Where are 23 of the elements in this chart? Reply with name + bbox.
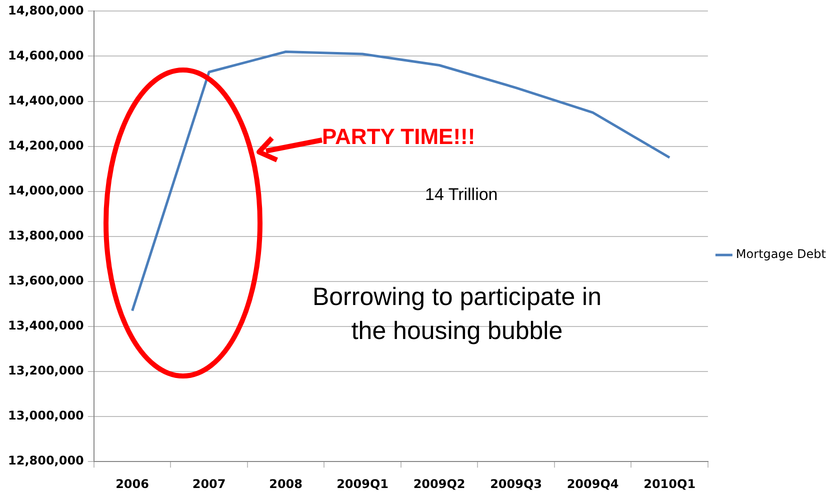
y-tick-label: 14,200,000 — [8, 138, 84, 152]
y-tick-label: 14,800,000 — [8, 3, 84, 18]
x-tick-label: 2008 — [269, 476, 302, 491]
x-tick-label: 2009Q2 — [413, 476, 466, 491]
x-tick-label: 2009Q1 — [336, 476, 389, 491]
y-tick-label: 13,800,000 — [8, 228, 84, 243]
y-tick-label: 13,600,000 — [8, 274, 84, 288]
y-tick-label: 13,400,000 — [8, 318, 84, 333]
y-tick-label: 14,600,000 — [8, 48, 84, 62]
y-tick-label: 14,400,000 — [8, 93, 84, 108]
y-tick-label: 12,800,000 — [8, 454, 84, 468]
x-tick-label: 2009Q4 — [566, 476, 619, 491]
y-tick-label: 13,000,000 — [8, 408, 84, 423]
x-tick-label: 2006 — [116, 476, 149, 491]
x-tick-label: 2007 — [192, 476, 226, 491]
annotation: PARTY TIME!!! — [322, 124, 476, 150]
x-tick-label: 2010Q1 — [644, 476, 696, 491]
annotation: Borrowing to participate in the housing bubble — [311, 282, 603, 347]
legend-label: Mortgage Debt — [736, 247, 826, 262]
y-tick-label: 14,000,000 — [8, 183, 84, 198]
x-tick-label: 2009Q3 — [490, 476, 542, 491]
y-tick-label: 13,200,000 — [8, 364, 84, 378]
annotation: 14 Trillion — [425, 185, 498, 205]
